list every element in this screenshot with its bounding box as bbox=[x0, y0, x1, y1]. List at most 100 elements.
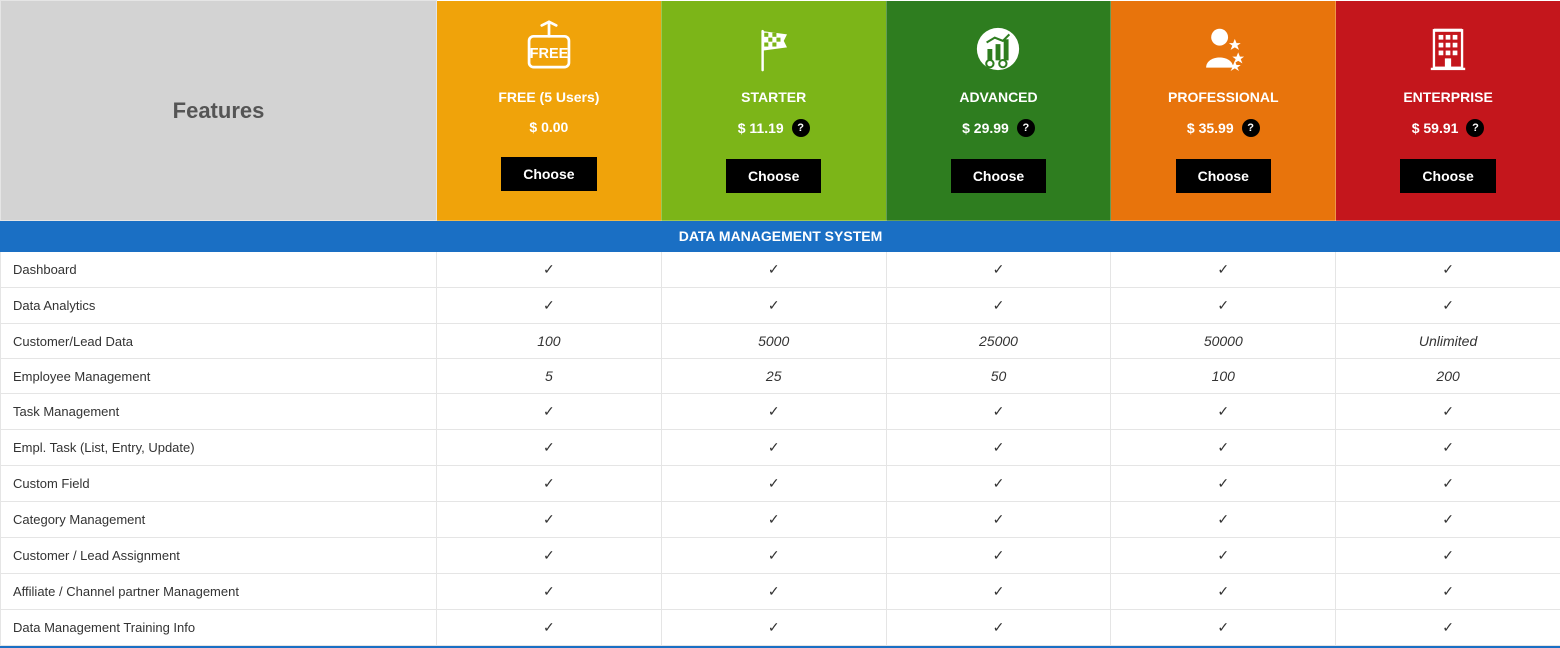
choose-button-free[interactable]: Choose bbox=[501, 157, 596, 191]
plan-name: FREE (5 Users) bbox=[447, 89, 651, 105]
feature-value: ✓ bbox=[661, 610, 886, 646]
feature-value: ✓ bbox=[661, 394, 886, 430]
feature-label: Data Analytics bbox=[1, 288, 437, 324]
feature-value: ✓ bbox=[1111, 394, 1336, 430]
feature-value: ✓ bbox=[437, 288, 662, 324]
feature-value: ✓ bbox=[886, 610, 1111, 646]
feature-value: ✓ bbox=[886, 288, 1111, 324]
feature-value: ✓ bbox=[1111, 610, 1336, 646]
feature-value: ✓ bbox=[1111, 502, 1336, 538]
feature-value: ✓ bbox=[1336, 394, 1560, 430]
feature-value: ✓ bbox=[886, 538, 1111, 574]
feature-value: ✓ bbox=[437, 252, 662, 288]
feature-value: ✓ bbox=[1336, 466, 1560, 502]
svg-text:FREE: FREE bbox=[530, 46, 569, 62]
feature-row: Data Analytics✓✓✓✓✓ bbox=[1, 288, 1560, 324]
plan-price: $ 59.91 bbox=[1412, 120, 1459, 136]
plan-price: $ 11.19 bbox=[738, 120, 784, 136]
feature-value: 100 bbox=[437, 324, 662, 359]
feature-row: Empl. Task (List, Entry, Update)✓✓✓✓✓ bbox=[1, 430, 1560, 466]
feature-value: ✓ bbox=[437, 430, 662, 466]
feature-value: ✓ bbox=[661, 466, 886, 502]
feature-value: ✓ bbox=[661, 538, 886, 574]
feature-value: ✓ bbox=[1111, 430, 1336, 466]
feature-label: Employee Management bbox=[1, 359, 437, 394]
feature-value: ✓ bbox=[1111, 574, 1336, 610]
feature-value: ✓ bbox=[437, 574, 662, 610]
feature-label: Custom Field bbox=[1, 466, 437, 502]
feature-value: ✓ bbox=[886, 502, 1111, 538]
pricing-comparison-table: Features FREEFREE (5 Users)$ 0.00ChooseS… bbox=[0, 0, 1560, 646]
feature-value: ✓ bbox=[1336, 574, 1560, 610]
feature-row: Data Management Training Info✓✓✓✓✓ bbox=[1, 610, 1560, 646]
choose-button-advanced[interactable]: Choose bbox=[951, 159, 1046, 193]
feature-label: Task Management bbox=[1, 394, 437, 430]
feature-value: ✓ bbox=[437, 538, 662, 574]
building-icon bbox=[1418, 19, 1478, 79]
plan-header-professional: PROFESSIONAL$ 35.99?Choose bbox=[1111, 1, 1336, 221]
features-column-header: Features bbox=[1, 1, 437, 221]
free-icon: FREE bbox=[519, 19, 579, 79]
feature-row: Category Management✓✓✓✓✓ bbox=[1, 502, 1560, 538]
feature-row: Custom Field✓✓✓✓✓ bbox=[1, 466, 1560, 502]
feature-row: Customer / Lead Assignment✓✓✓✓✓ bbox=[1, 538, 1560, 574]
help-icon[interactable]: ? bbox=[1242, 119, 1260, 137]
feature-value: ✓ bbox=[1111, 466, 1336, 502]
plan-name: STARTER bbox=[672, 89, 876, 105]
feature-value: 50 bbox=[886, 359, 1111, 394]
help-icon[interactable]: ? bbox=[792, 119, 810, 137]
feature-label: Dashboard bbox=[1, 252, 437, 288]
feature-value: ✓ bbox=[661, 574, 886, 610]
plan-price: $ 0.00 bbox=[529, 119, 568, 135]
choose-button-professional[interactable]: Choose bbox=[1176, 159, 1271, 193]
feature-label: Data Management Training Info bbox=[1, 610, 437, 646]
section-header: DATA MANAGEMENT SYSTEM bbox=[1, 221, 1560, 252]
feature-value: ✓ bbox=[437, 394, 662, 430]
feature-value: ✓ bbox=[437, 610, 662, 646]
flag-icon bbox=[744, 19, 804, 79]
plan-name: ADVANCED bbox=[897, 89, 1101, 105]
feature-value: ✓ bbox=[886, 574, 1111, 610]
feature-value: ✓ bbox=[437, 466, 662, 502]
feature-row: Employee Management52550100200 bbox=[1, 359, 1560, 394]
plan-header-free: FREE FREE (5 Users) $ 0.00 Choose bbox=[437, 1, 662, 221]
plan-name: PROFESSIONAL bbox=[1121, 89, 1325, 105]
feature-value: ✓ bbox=[1111, 538, 1336, 574]
feature-label: Customer / Lead Assignment bbox=[1, 538, 437, 574]
feature-value: ✓ bbox=[886, 430, 1111, 466]
feature-value: ✓ bbox=[1336, 610, 1560, 646]
feature-value: ✓ bbox=[1111, 252, 1336, 288]
feature-value: ✓ bbox=[661, 252, 886, 288]
choose-button-enterprise[interactable]: Choose bbox=[1400, 159, 1495, 193]
plan-header-starter: STARTER $ 11.19? Choose bbox=[661, 1, 886, 221]
feature-value: ✓ bbox=[1336, 252, 1560, 288]
feature-value: ✓ bbox=[661, 288, 886, 324]
feature-value: 200 bbox=[1336, 359, 1560, 394]
plan-price: $ 29.99 bbox=[962, 120, 1009, 136]
feature-row: Task Management✓✓✓✓✓ bbox=[1, 394, 1560, 430]
feature-value: 100 bbox=[1111, 359, 1336, 394]
help-icon[interactable]: ? bbox=[1017, 119, 1035, 137]
feature-row: Customer/Lead Data10050002500050000Unlim… bbox=[1, 324, 1560, 359]
plan-header-enterprise: ENTERPRISE $ 59.91? Choose bbox=[1336, 1, 1560, 221]
feature-value: ✓ bbox=[886, 252, 1111, 288]
feature-label: Customer/Lead Data bbox=[1, 324, 437, 359]
feature-value: ✓ bbox=[661, 430, 886, 466]
feature-value: Unlimited bbox=[1336, 324, 1560, 359]
feature-value: ✓ bbox=[1111, 288, 1336, 324]
feature-label: Empl. Task (List, Entry, Update) bbox=[1, 430, 437, 466]
person-icon bbox=[1193, 19, 1253, 79]
feature-value: ✓ bbox=[1336, 288, 1560, 324]
feature-value: ✓ bbox=[886, 394, 1111, 430]
feature-value: 25000 bbox=[886, 324, 1111, 359]
feature-value: 5000 bbox=[661, 324, 886, 359]
choose-button-starter[interactable]: Choose bbox=[726, 159, 821, 193]
feature-label: Category Management bbox=[1, 502, 437, 538]
help-icon[interactable]: ? bbox=[1466, 119, 1484, 137]
feature-value: ✓ bbox=[1336, 502, 1560, 538]
feature-value: ✓ bbox=[886, 466, 1111, 502]
feature-value: ✓ bbox=[1336, 430, 1560, 466]
feature-value: 25 bbox=[661, 359, 886, 394]
feature-value: 5 bbox=[437, 359, 662, 394]
plan-name: ENTERPRISE bbox=[1346, 89, 1550, 105]
